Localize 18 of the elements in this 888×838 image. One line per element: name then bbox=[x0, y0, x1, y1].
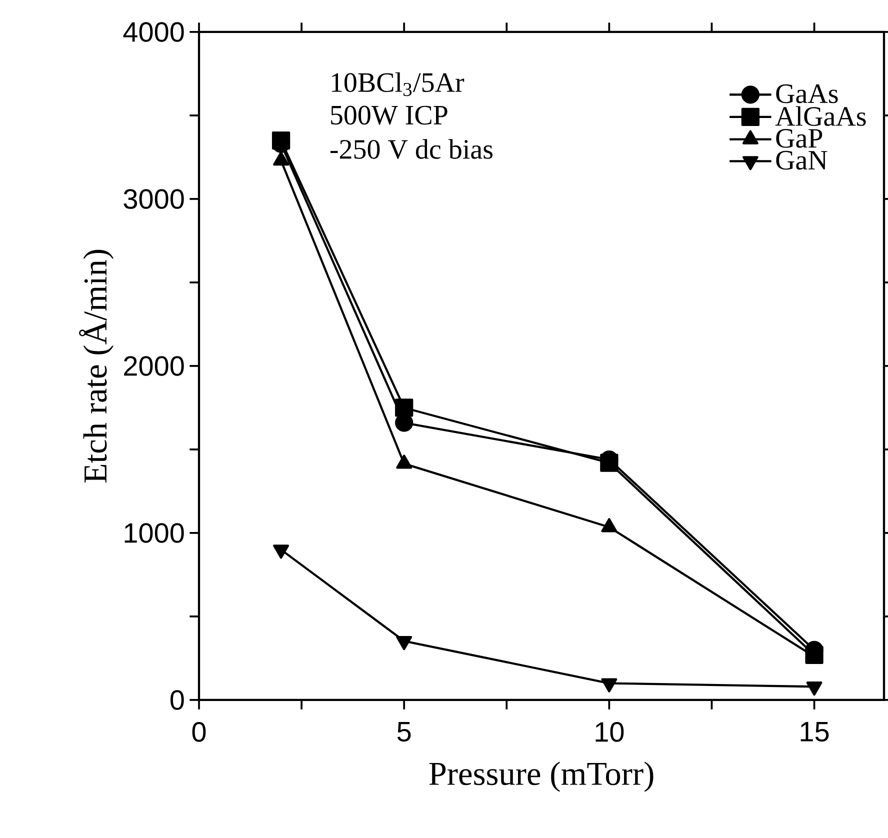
annotation: -250 V dc bias bbox=[330, 139, 492, 159]
legend-label: AlGaAs bbox=[775, 106, 866, 126]
x-tick-label: 15 bbox=[800, 722, 829, 742]
y-tick-label: 0 bbox=[170, 690, 184, 710]
legend-label: GaP bbox=[776, 128, 822, 148]
y-tick-label: 3000 bbox=[124, 189, 184, 209]
y-tick-label: 4000 bbox=[123, 22, 184, 42]
annotation: 10BCl$_{3}$/5Ar bbox=[332, 72, 464, 96]
x-axis-title: Pressure (mTorr) bbox=[429, 762, 654, 792]
legend-label: GaAs bbox=[776, 84, 838, 104]
x-tick-label: 0 bbox=[192, 722, 206, 742]
x-tick-label: 10 bbox=[596, 722, 624, 742]
legend-label: GaN bbox=[776, 150, 828, 170]
annotation: 500W ICP bbox=[331, 106, 448, 125]
y-axis-title: Etch rate (Å/min) bbox=[79, 250, 114, 483]
y-tick-label: 1000 bbox=[124, 523, 184, 543]
y-tick-label: 2000 bbox=[124, 356, 184, 376]
x-tick-label: 5 bbox=[397, 722, 411, 742]
